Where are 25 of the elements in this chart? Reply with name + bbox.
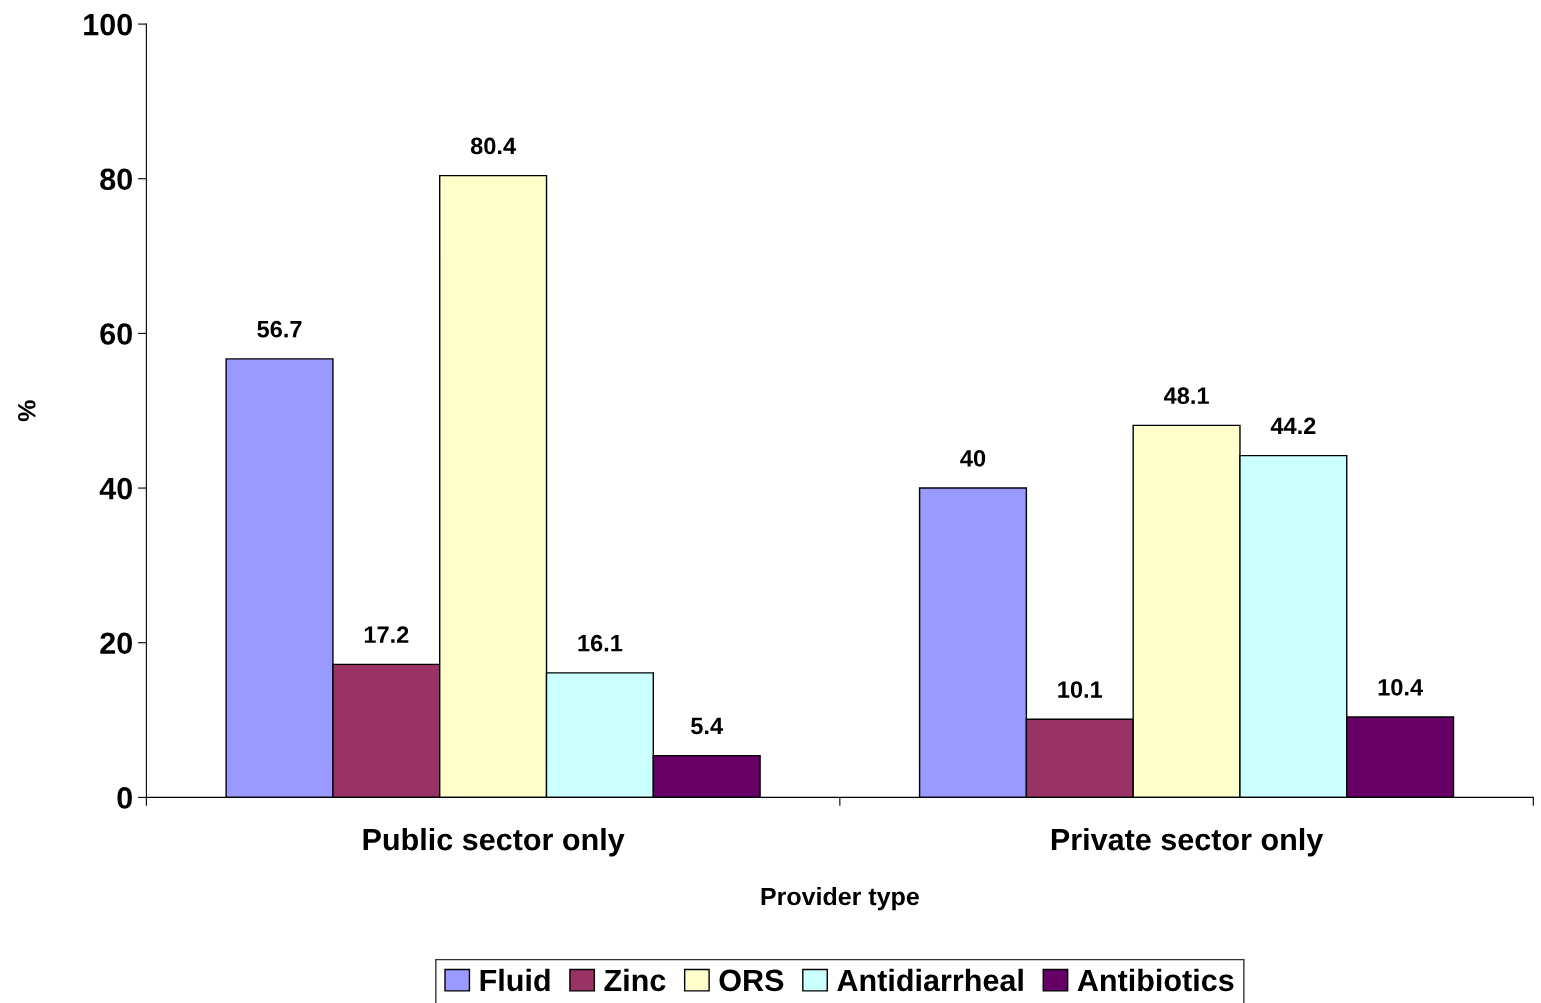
legend-label: ORS (719, 969, 784, 992)
data-label: 16.1 (578, 634, 623, 652)
data-label: 80.4 (470, 137, 516, 155)
legend-label: Fluid (480, 968, 550, 992)
x-axis-title: Provider type (761, 886, 919, 911)
y-tick-label: 80 (100, 168, 132, 191)
data-label: 48.1 (1163, 387, 1209, 405)
y-tick-label: 40 (99, 477, 132, 500)
data-label: 40 (960, 450, 986, 467)
y-tick-label: 20 (100, 632, 132, 655)
y-tick-label: 0 (117, 787, 132, 809)
y-axis-title: % (17, 400, 36, 422)
data-label: 56.7 (257, 320, 302, 338)
x-tick-label: Public sector only (363, 827, 625, 857)
data-label: 5.4 (691, 717, 723, 735)
x-tick-label: Private sector only (1051, 827, 1324, 857)
y-tick-label: 100 (84, 13, 132, 36)
data-label: 10.1 (1058, 681, 1103, 698)
data-label: 17.2 (364, 626, 409, 643)
legend-label: Antibiotics (1077, 968, 1234, 992)
data-label: 10.4 (1378, 678, 1424, 696)
y-tick-label: 60 (100, 323, 132, 345)
legend-label: Zinc (604, 968, 666, 992)
legend-label: Antidiarrheal (837, 968, 1023, 992)
data-label: 44.2 (1270, 417, 1316, 435)
